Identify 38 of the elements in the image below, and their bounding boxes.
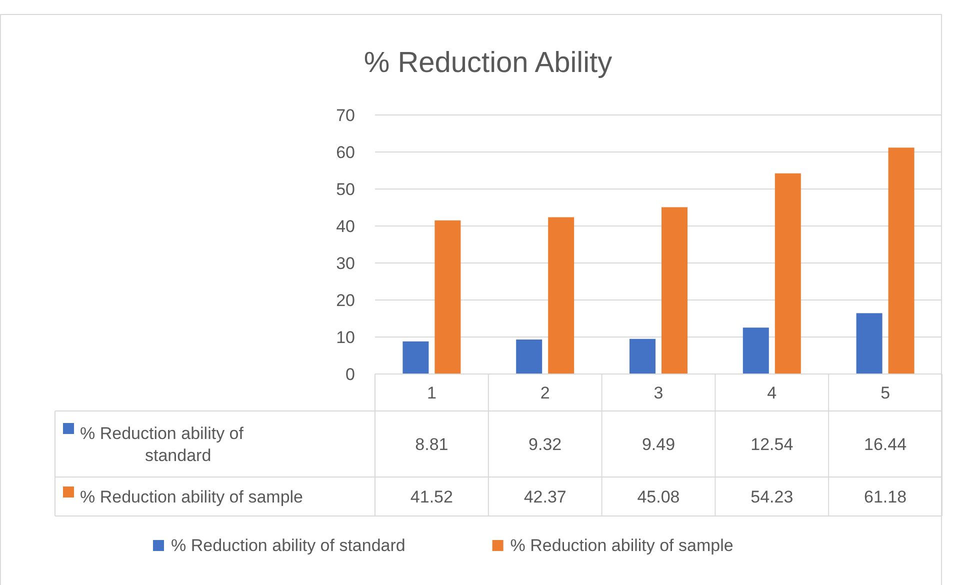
- data-label: 61.18: [864, 487, 907, 506]
- data-label: 16.44: [864, 434, 907, 454]
- bar: [856, 313, 882, 374]
- x-tick-label: 2: [540, 383, 550, 402]
- y-tick-label: 0: [346, 364, 355, 384]
- text: % Reduction ability of sample: [80, 487, 304, 506]
- chart-title: % Reduction Ability: [364, 47, 613, 79]
- x-tick-label: 3: [654, 383, 664, 402]
- legend-label: % Reduction ability of standard: [171, 536, 406, 555]
- bar: [774, 173, 801, 374]
- y-tick-label: 70: [336, 106, 355, 125]
- bar: [662, 207, 688, 374]
- data-label: 41.52: [410, 487, 453, 506]
- data-label: 9.49: [642, 434, 676, 454]
- bar: [630, 338, 656, 374]
- data-label: 9.32: [528, 434, 562, 454]
- bar: [516, 340, 542, 374]
- y-tick-label: 30: [336, 254, 355, 273]
- data-label: 45.08: [637, 487, 680, 506]
- bar: [888, 148, 914, 374]
- text: % Reduction ability of standard: [80, 424, 244, 465]
- x-tick-label: 4: [767, 383, 777, 402]
- y-tick-label: 40: [336, 216, 355, 236]
- y-tick-label: 20: [336, 290, 355, 310]
- y-tick-label: 10: [336, 328, 355, 347]
- y-tick-label: 50: [336, 180, 355, 199]
- x-tick-label: 5: [880, 383, 890, 402]
- bar: [742, 328, 769, 374]
- data-label: 8.81: [415, 434, 448, 454]
- y-tick-label: 60: [336, 142, 355, 162]
- bar: [548, 217, 574, 374]
- x-tick-label: 1: [426, 383, 436, 402]
- data-label: 54.23: [750, 487, 794, 506]
- bar: [402, 341, 429, 374]
- bar: [434, 220, 461, 374]
- data-label: 42.37: [524, 487, 566, 506]
- data-label: 12.54: [750, 434, 794, 454]
- legend-label: % Reduction ability of sample: [510, 536, 734, 555]
